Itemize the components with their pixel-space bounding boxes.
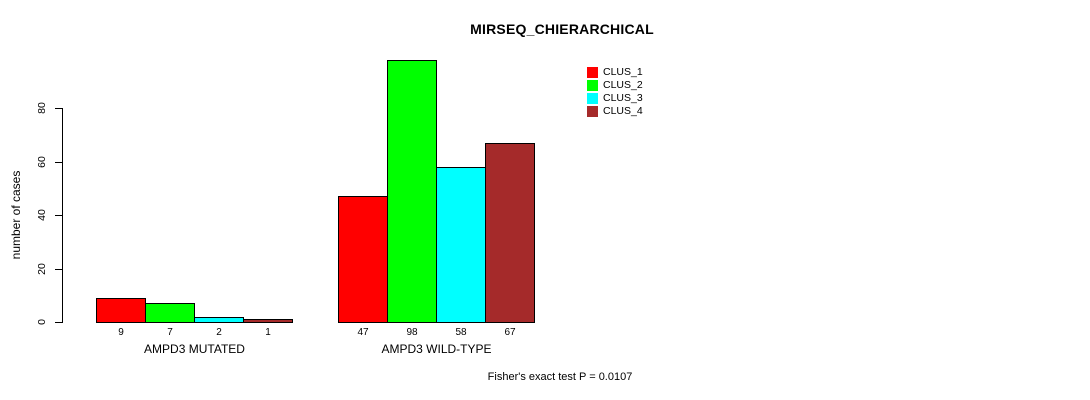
y-axis-tick xyxy=(55,269,62,270)
legend-item-clus_4: CLUS_4 xyxy=(587,105,643,118)
y-axis-tick-label: 0 xyxy=(36,319,48,325)
bar-clus_1-group1 xyxy=(96,298,146,323)
bar-clus_4-group2 xyxy=(485,143,535,323)
legend-item-clus_1: CLUS_1 xyxy=(587,66,643,79)
legend-swatch-icon xyxy=(587,67,598,78)
bar-clus_3-group1 xyxy=(194,317,244,323)
bar-value-label: 58 xyxy=(455,327,467,338)
legend-item-clus_3: CLUS_3 xyxy=(587,92,643,105)
bar-value-label: 47 xyxy=(357,327,369,338)
y-axis-tick xyxy=(55,162,62,163)
legend-swatch-icon xyxy=(587,93,598,104)
bar-clus_2-group2 xyxy=(387,60,437,323)
legend-swatch-icon xyxy=(587,80,598,91)
footer-stat: Fisher's exact test P = 0.0107 xyxy=(487,371,633,383)
bar-clus_4-group1 xyxy=(243,319,293,323)
y-axis-tick-label: 40 xyxy=(36,209,48,221)
category-label: AMPD3 MUTATED xyxy=(144,342,245,356)
legend-label: CLUS_4 xyxy=(603,105,643,117)
y-axis-label: number of cases xyxy=(9,170,23,260)
legend-swatch-icon xyxy=(587,106,598,117)
legend-label: CLUS_3 xyxy=(603,92,643,104)
category-label: AMPD3 WILD-TYPE xyxy=(381,342,492,356)
bar-value-label: 9 xyxy=(118,327,124,338)
y-axis-line xyxy=(62,108,63,323)
bar-clus_3-group2 xyxy=(436,167,486,323)
bar-value-label: 1 xyxy=(265,327,271,338)
bar-value-label: 7 xyxy=(167,327,173,338)
y-axis-tick xyxy=(55,215,62,216)
y-axis-tick xyxy=(55,108,62,109)
chart-title: MIRSEQ_CHIERARCHICAL xyxy=(470,21,654,37)
legend: CLUS_1 CLUS_2 CLUS_3 CLUS_4 xyxy=(587,66,643,118)
y-axis-tick-label: 80 xyxy=(36,102,48,114)
bar-value-label: 2 xyxy=(216,327,222,338)
bar-clus_2-group1 xyxy=(145,303,195,323)
legend-item-clus_2: CLUS_2 xyxy=(587,79,643,92)
y-axis-tick-label: 60 xyxy=(36,156,48,168)
bar-value-label: 67 xyxy=(504,327,516,338)
y-axis-tick xyxy=(55,322,62,323)
legend-label: CLUS_2 xyxy=(603,79,643,91)
legend-label: CLUS_1 xyxy=(603,66,643,78)
y-axis-tick-label: 20 xyxy=(36,263,48,275)
bar-value-label: 98 xyxy=(406,327,418,338)
bar-clus_1-group2 xyxy=(338,196,388,323)
